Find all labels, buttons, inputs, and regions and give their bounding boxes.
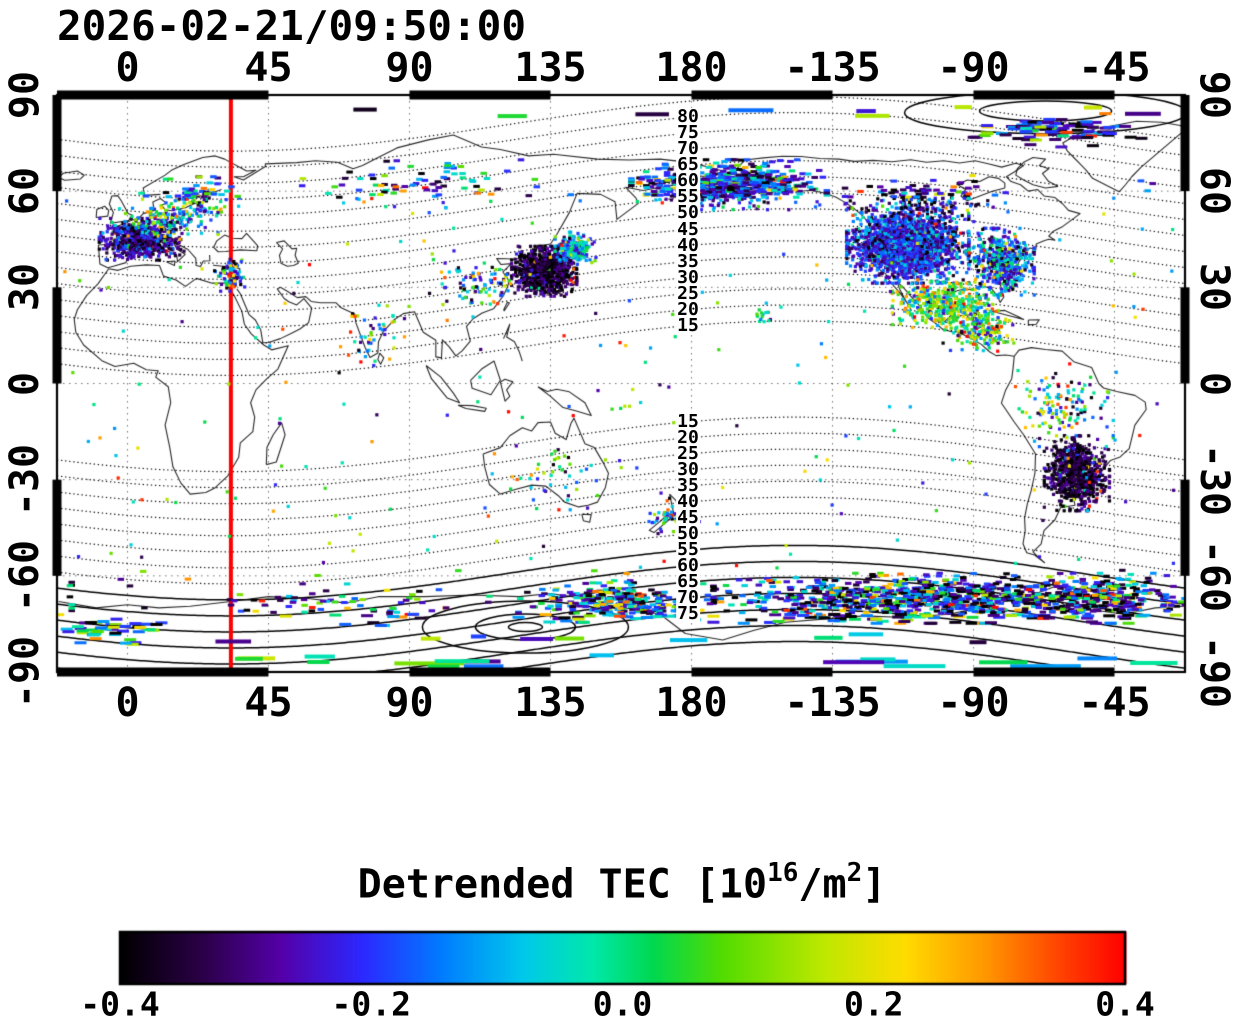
contour-label: 65 [676, 154, 700, 176]
lon-tick-label-top: 90 [385, 45, 434, 91]
colorbar-title-close: ] [862, 861, 887, 908]
contour-label: 35 [676, 474, 700, 496]
contour-label: 45 [676, 218, 700, 240]
lat-tick-label-right: -90 [1191, 635, 1237, 709]
contour-label: 75 [676, 603, 700, 625]
colorbar-unit: /m [798, 861, 847, 908]
lat-tick-label-left: -30 [2, 443, 48, 516]
lon-tick-label-bottom: 180 [655, 680, 728, 726]
lon-tick-label-top: 135 [514, 45, 587, 91]
contour-label: 65 [676, 571, 700, 593]
lon-tick-label-bottom: -90 [937, 680, 1010, 726]
lon-tick-label-bottom: 45 [244, 680, 293, 726]
colorbar-exponent: 16 [767, 858, 799, 888]
contour-label: 50 [676, 523, 700, 545]
contour-label: 15 [676, 314, 700, 336]
lon-tick-label-bottom: 0 [115, 680, 140, 726]
colorbar-tick-label: 0.2 [843, 984, 904, 1024]
lat-tick-label-left: -60 [2, 539, 48, 612]
lon-tick-label-bottom: -135 [784, 680, 881, 726]
contour-label: 15 [676, 410, 700, 432]
contour-label: 55 [676, 186, 700, 208]
lat-tick-label-left: 60 [2, 167, 48, 216]
lon-tick-label-bottom: 135 [514, 680, 587, 726]
lat-tick-label-left: -90 [2, 635, 48, 709]
lon-tick-label-top: 180 [655, 45, 728, 91]
lon-tick-label-top: -90 [937, 45, 1010, 91]
contour-label: 40 [676, 490, 700, 512]
lat-tick-label-right: 0 [1191, 371, 1237, 396]
lon-tick-label-bottom: -45 [1078, 680, 1151, 726]
timestamp-title: 2026-02-21/09:50:00 [57, 2, 526, 50]
lat-tick-label-right: 90 [1191, 70, 1237, 120]
contour-label: 25 [676, 442, 700, 464]
lon-tick-label-bottom: 90 [385, 680, 434, 726]
contour-label: 40 [676, 234, 700, 256]
lat-tick-label-left: 90 [2, 70, 48, 120]
contour-label: 45 [676, 507, 700, 528]
colorbar-exponent2: 2 [846, 858, 863, 888]
colorbar-tick-label: -0.4 [80, 984, 160, 1024]
contour-label: 20 [676, 298, 700, 320]
contour-label: 75 [676, 122, 700, 144]
lat-tick-label-right: -30 [1191, 443, 1237, 516]
lat-tick-label-right: 60 [1191, 167, 1237, 216]
contour-label: 20 [676, 426, 700, 448]
contour-label: 25 [676, 282, 700, 304]
lon-tick-label-top: 45 [244, 45, 293, 91]
lat-tick-label-right: 30 [1191, 263, 1237, 312]
lat-tick-label-right: -60 [1191, 539, 1237, 612]
lon-tick-label-top: -135 [784, 45, 881, 91]
colorbar-tick-label: 0.0 [592, 984, 653, 1024]
contour-label: 60 [676, 555, 700, 577]
colorbar-tick-label: -0.2 [331, 984, 411, 1024]
contour-label: 70 [676, 138, 700, 160]
lon-tick-label-top: 0 [115, 45, 140, 91]
colorbar-title-text: Detrended TEC [10 [357, 861, 768, 908]
contour-label: 30 [676, 458, 700, 480]
contour-label: 50 [676, 202, 700, 224]
colorbar-title: Detrended TEC [1016/m2] [357, 858, 887, 908]
contour-label: 70 [676, 587, 700, 609]
contour-label: 55 [676, 539, 700, 561]
contour-label: 60 [676, 170, 700, 192]
contour-label: 35 [676, 250, 700, 272]
contour-label: 80 [676, 106, 700, 128]
lat-tick-label-left: 0 [2, 371, 48, 396]
lon-tick-label-top: -45 [1078, 45, 1151, 91]
colorbar-tick-label: 0.4 [1095, 984, 1155, 1024]
lat-tick-label-left: 30 [2, 263, 48, 312]
contour-label: 30 [676, 266, 700, 288]
